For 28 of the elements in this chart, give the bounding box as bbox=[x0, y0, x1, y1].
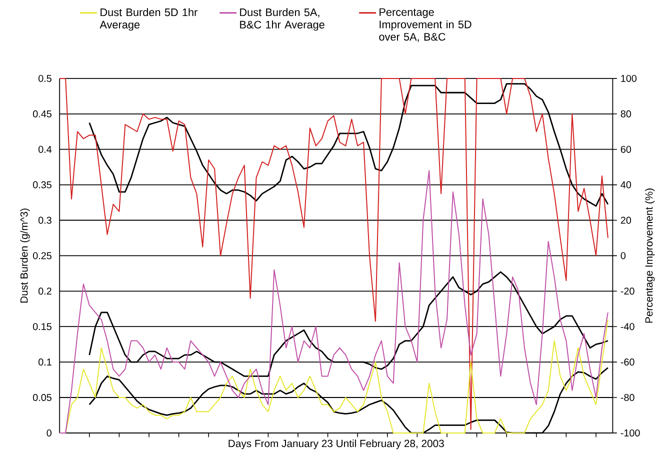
y2-tick-label: 100 bbox=[621, 75, 637, 82]
y2-axis-title: Percentage Improvement (%) bbox=[645, 188, 655, 323]
y-tick-label: 0.2 bbox=[38, 288, 52, 295]
y2-tick-label: 80 bbox=[620, 110, 632, 118]
y-tick-label: 0.35 bbox=[33, 181, 52, 188]
y2-tick-label: 20 bbox=[620, 216, 632, 224]
y-tick-label: 0.15 bbox=[33, 323, 52, 330]
y-tick-label: 0.1 bbox=[38, 358, 52, 366]
legend-label: Dust Burden 5A, B&C 1hr Average bbox=[240, 8, 324, 31]
y-tick-label: 0 bbox=[46, 430, 52, 437]
y-tick-label: 0.5 bbox=[38, 75, 52, 82]
y2-tick-label: -60 bbox=[620, 358, 634, 366]
y-tick-label: 0.05 bbox=[33, 394, 52, 402]
y-axis-title: Dust Burden (g/m^3) bbox=[20, 208, 30, 303]
y2-tick-label: 60 bbox=[620, 146, 632, 153]
x-axis-title: Days From January 23 Until February 28, 2003 bbox=[228, 440, 444, 450]
y2-tick-label: -80 bbox=[620, 394, 634, 402]
y2-tick-label: -40 bbox=[620, 323, 634, 330]
y2-tick-label: -100 bbox=[620, 430, 640, 437]
y-tick-label: 0.4 bbox=[38, 146, 52, 153]
legend-label: Percentage Improvement in 5D over 5A, B&C bbox=[379, 8, 472, 42]
y2-tick-label: 0 bbox=[620, 252, 626, 260]
y-tick-label: 0.3 bbox=[38, 216, 52, 224]
y-tick-label: 0.45 bbox=[33, 110, 52, 118]
y2-tick-label: -20 bbox=[620, 288, 634, 295]
y2-tick-label: 40 bbox=[620, 181, 632, 188]
legend-label: Dust Burden 5D 1hr Average bbox=[100, 8, 198, 31]
y-tick-label: 0.25 bbox=[33, 252, 52, 260]
